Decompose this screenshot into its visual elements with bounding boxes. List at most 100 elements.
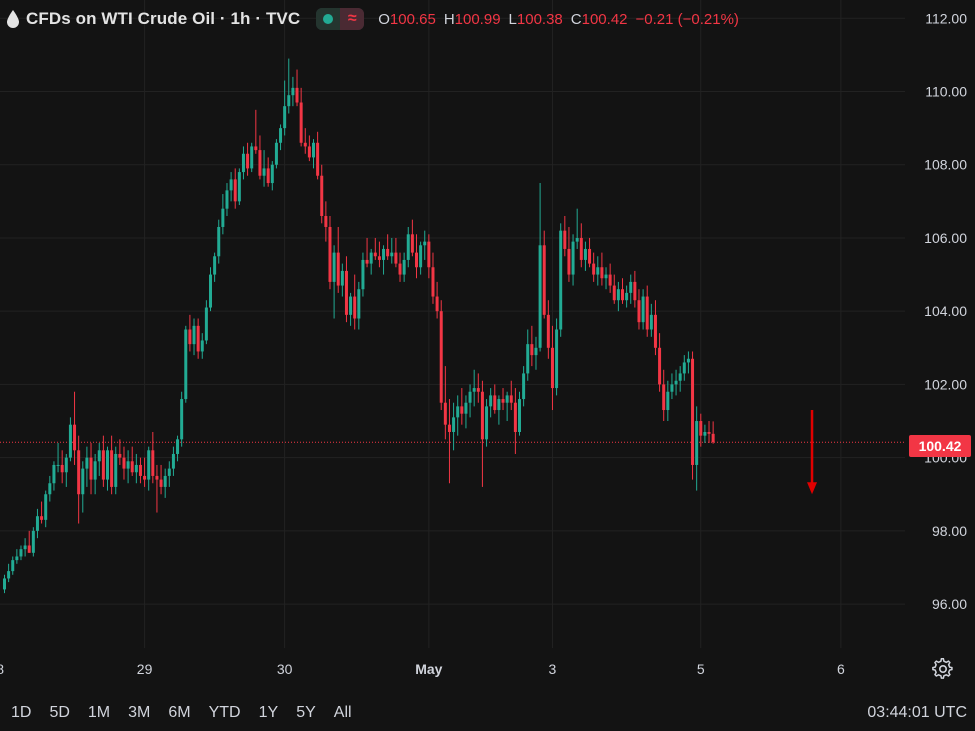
candle <box>563 216 567 257</box>
approx-icon: ≈ <box>340 8 365 30</box>
candle <box>200 333 204 359</box>
candle <box>571 234 575 286</box>
x-tick-label: 5 <box>697 661 705 677</box>
y-tick-label: 98.00 <box>932 523 967 539</box>
chart-grid <box>0 0 905 648</box>
candle <box>344 256 348 323</box>
candle <box>196 318 200 359</box>
candle <box>645 285 649 337</box>
candle <box>258 135 262 180</box>
candle <box>682 355 686 381</box>
timeframe-button-5y[interactable]: 5Y <box>296 704 316 721</box>
candle <box>122 446 126 480</box>
candle <box>707 421 711 443</box>
high-label: H <box>443 10 455 28</box>
candle <box>60 450 64 484</box>
candle <box>167 461 171 487</box>
candle <box>649 303 653 337</box>
candle <box>518 391 521 436</box>
candle <box>3 574 6 594</box>
candle <box>213 252 217 282</box>
candle <box>68 417 72 462</box>
candle <box>575 208 579 249</box>
candle <box>147 446 151 491</box>
timeframe-button-6m[interactable]: 6M <box>168 704 191 721</box>
candle <box>674 369 678 396</box>
candle <box>35 508 39 539</box>
candle <box>209 267 212 312</box>
candle <box>641 289 645 330</box>
candle <box>476 373 480 403</box>
candle <box>625 285 629 308</box>
candle <box>559 223 563 337</box>
candle <box>307 135 311 162</box>
candle <box>27 530 31 553</box>
candle <box>678 366 682 392</box>
candle <box>349 292 353 326</box>
candle <box>110 435 114 495</box>
candle <box>365 237 369 268</box>
timeframe-button-5d[interactable]: 5D <box>49 704 70 721</box>
annotation-arrow <box>807 410 818 495</box>
candle <box>489 388 493 418</box>
candle <box>443 366 447 440</box>
timeframe-button-3m[interactable]: 3M <box>128 704 151 721</box>
candle <box>394 237 398 268</box>
candle <box>616 281 620 312</box>
candle <box>550 325 554 411</box>
symbol-title[interactable]: CFDs on WTI Crude Oil · 1h · TVC <box>26 9 301 28</box>
candle <box>270 161 274 191</box>
candle <box>204 300 208 345</box>
candle <box>130 446 134 476</box>
candle <box>357 281 361 330</box>
ohlc-values: O100.65 H100.99 L100.38 C100.42 −0.21 (−… <box>378 11 739 28</box>
status-pill[interactable]: ≈ <box>316 8 365 30</box>
candle <box>583 241 587 271</box>
y-tick-label: 110.00 <box>925 84 967 100</box>
candle <box>447 399 451 484</box>
candle <box>44 490 48 528</box>
candle <box>468 384 472 418</box>
candle <box>390 237 394 264</box>
candle <box>637 289 641 330</box>
candle <box>493 384 497 414</box>
open-value: 100.65 <box>389 10 436 28</box>
timeframe-button-1d[interactable]: 1D <box>11 704 32 721</box>
gear-icon[interactable] <box>932 658 954 680</box>
candle <box>452 402 456 451</box>
candle <box>373 237 377 260</box>
y-tick-label: 108.00 <box>924 157 967 173</box>
candle <box>126 450 130 484</box>
timeframe-button-ytd[interactable]: YTD <box>208 704 241 721</box>
candle <box>703 424 707 443</box>
x-tick-label: 6 <box>837 661 845 677</box>
candle <box>31 527 35 557</box>
candle <box>229 172 233 202</box>
candle <box>97 442 101 476</box>
candle <box>254 109 258 154</box>
candle <box>377 241 381 268</box>
x-tick-label: 30 <box>277 661 293 677</box>
candle <box>402 252 406 282</box>
close-value: 100.42 <box>581 10 628 28</box>
candle <box>134 453 138 484</box>
x-tick-label: 29 <box>137 661 153 677</box>
candle <box>542 230 546 319</box>
open-label: O <box>378 10 390 28</box>
low-label: L <box>508 10 517 28</box>
candle <box>509 380 513 411</box>
timeframe-button-all[interactable]: All <box>333 704 352 721</box>
candle <box>291 76 295 107</box>
candle <box>73 391 77 465</box>
timeframe-button-1y[interactable]: 1Y <box>258 704 279 721</box>
timeframe-selector: 1D 5D 1M 3M 6M YTD 1Y 5Y All <box>2 704 361 722</box>
candle <box>180 391 184 447</box>
candle <box>56 442 60 473</box>
candle <box>192 318 196 356</box>
candle <box>485 399 489 447</box>
timeframe-button-1m[interactable]: 1M <box>87 704 111 721</box>
candle <box>505 391 509 422</box>
candle <box>262 150 266 187</box>
candle <box>361 252 365 297</box>
